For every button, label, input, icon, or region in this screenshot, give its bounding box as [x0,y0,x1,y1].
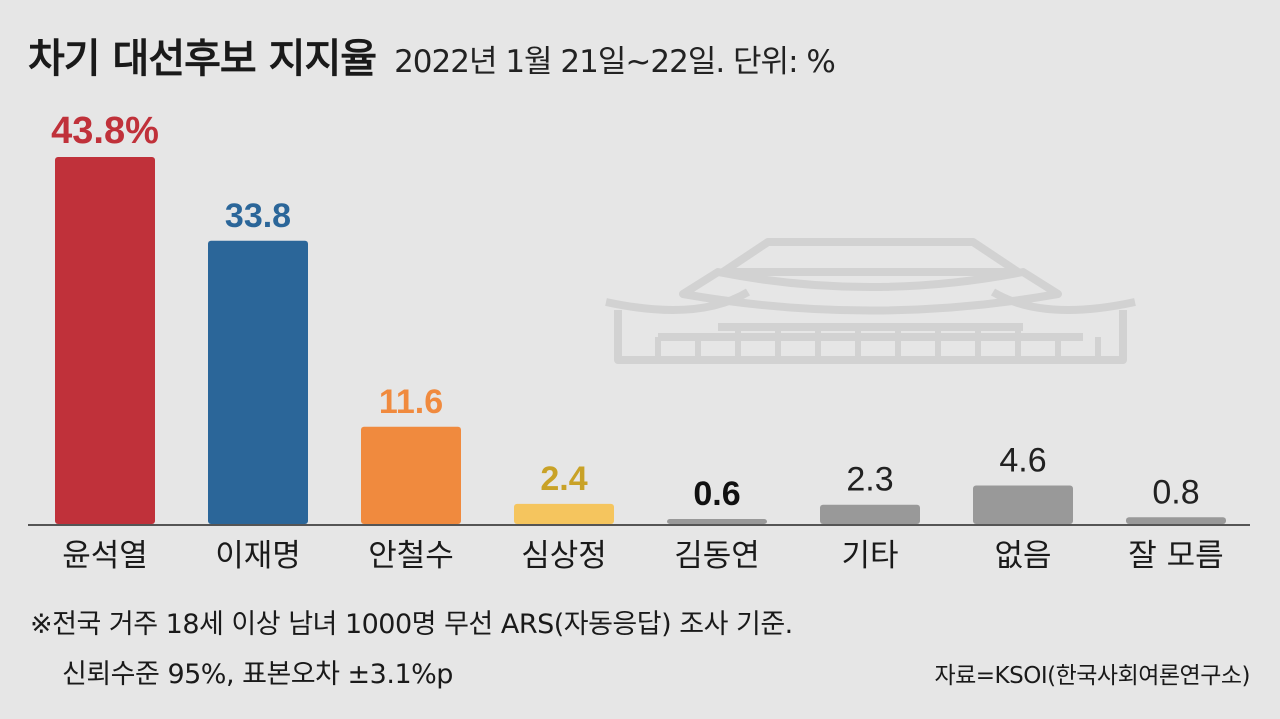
value-label-4: 0.6 [693,475,740,513]
value-label-3: 2.4 [540,460,587,498]
bar-6 [973,485,1073,524]
bar-3 [514,503,614,524]
title-row: 차기 대선후보 지지율 2022년 1월 21일~22일. 단위: % [28,26,836,86]
source-credit: 자료=KSOI(한국사회여론연구소) [934,663,1250,689]
category-label-0: 윤석열 [62,538,148,574]
chart-subtitle: 2022년 1월 21일~22일. 단위: % [394,44,836,80]
bar-4 [667,518,767,524]
bar-chart: 43.8% 윤석열 33.8 이재명 11.6 안철수 2.4 심상정 0.6 김동연 2.3 기타 4… [28,110,1250,574]
category-label-1: 이재명 [215,538,301,574]
confidence-note: 신뢰수준 95%, 표본오차 ±3.1%p [62,659,453,690]
value-label-2: 11.6 [379,383,443,421]
survey-note: ※전국 거주 18세 이상 남녀 1000명 무선 ARS(자동응답) 조사 기… [30,609,793,640]
chart-title: 차기 대선후보 지지율 [28,36,377,82]
value-label-6: 4.6 [999,441,1046,479]
category-label-3: 심상정 [521,538,607,574]
bar-7 [1126,517,1226,524]
category-label-4: 김동연 [674,538,760,574]
category-label-7: 잘 모름 [1128,538,1223,574]
bar-1 [208,240,308,524]
category-label-6: 없음 [994,538,1051,574]
category-label-2: 안철수 [368,538,454,574]
category-label-5: 기타 [841,538,898,574]
value-label-1: 33.8 [225,197,291,235]
palace-roof-icon [605,238,1136,364]
bar-0 [55,157,155,524]
value-label-5: 2.3 [846,461,893,499]
value-label-7: 0.8 [1152,473,1199,511]
bar-5 [820,504,920,524]
bar-2 [361,426,461,524]
value-label-0: 43.8% [51,110,159,152]
